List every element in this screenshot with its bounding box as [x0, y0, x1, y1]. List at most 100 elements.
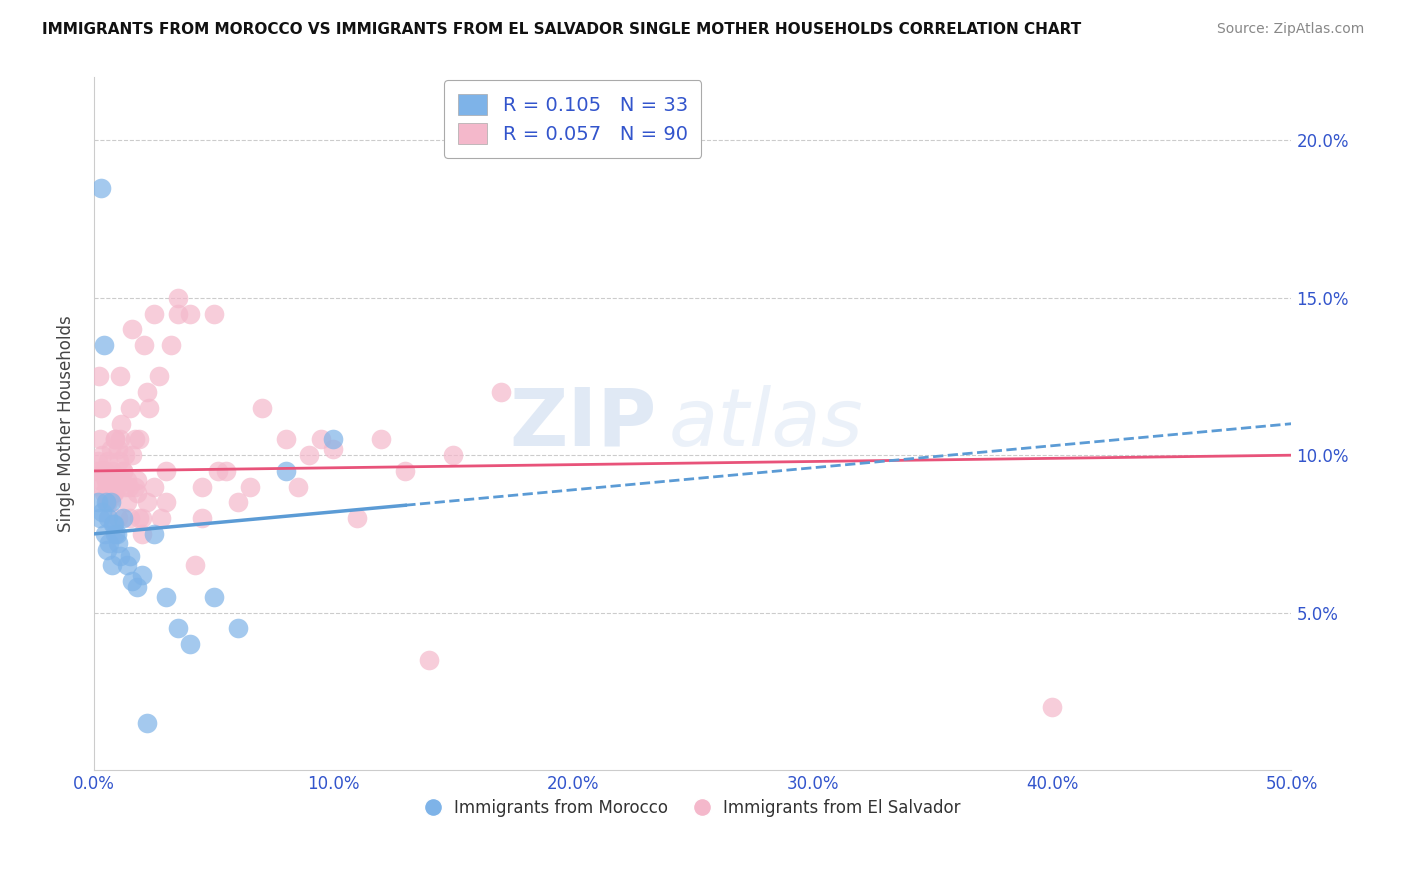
Point [135, 495, 157, 509]
Text: Source: ZipAtlas.com: Source: ZipAtlas.com [1216, 22, 1364, 37]
Point [322, 442, 344, 456]
Point [108, 454, 131, 468]
Point [103, 486, 125, 500]
Point [90, 480, 112, 494]
Point [111, 464, 134, 478]
Point [131, 511, 153, 525]
Point [110, 549, 132, 563]
Point [87, 369, 110, 384]
Point [94, 474, 117, 488]
Point [86, 464, 108, 478]
Point [110, 417, 132, 431]
Point [311, 433, 333, 447]
Point [118, 549, 141, 563]
Point [179, 307, 201, 321]
Point [134, 338, 156, 352]
Point [97, 495, 120, 509]
Point [97, 454, 120, 468]
Point [101, 486, 124, 500]
Point [89, 511, 111, 525]
Point [110, 433, 132, 447]
Point [394, 464, 416, 478]
Point [226, 495, 249, 509]
Point [489, 385, 512, 400]
Point [110, 474, 132, 488]
Point [124, 433, 146, 447]
Text: atlas: atlas [669, 384, 863, 463]
Point [105, 527, 128, 541]
Point [104, 433, 127, 447]
Point [100, 442, 122, 456]
Point [100, 480, 122, 494]
Point [94, 474, 117, 488]
Point [166, 291, 188, 305]
Point [125, 581, 148, 595]
Point [250, 401, 273, 415]
Point [87, 474, 110, 488]
Point [124, 480, 146, 494]
Point [239, 480, 262, 494]
Point [121, 322, 143, 336]
Point [166, 307, 188, 321]
Point [118, 511, 141, 525]
Point [101, 558, 124, 573]
Point [90, 180, 112, 194]
Point [202, 307, 225, 321]
Point [96, 542, 118, 557]
Point [105, 480, 128, 494]
Point [370, 433, 392, 447]
Point [104, 527, 127, 541]
Point [107, 536, 129, 550]
Point [121, 448, 143, 462]
Point [135, 385, 157, 400]
Point [86, 495, 108, 509]
Point [287, 480, 309, 494]
Point [97, 511, 120, 525]
Point [104, 433, 127, 447]
Point [274, 464, 297, 478]
Legend: Immigrants from Morocco, Immigrants from El Salvador: Immigrants from Morocco, Immigrants from… [418, 793, 967, 824]
Point [159, 338, 181, 352]
Point [142, 307, 165, 321]
Point [90, 401, 112, 415]
Point [183, 558, 205, 573]
Point [107, 511, 129, 525]
Point [111, 511, 134, 525]
Point [118, 480, 141, 494]
Point [93, 527, 115, 541]
Point [125, 474, 148, 488]
Point [89, 464, 111, 478]
Point [117, 495, 139, 509]
Point [93, 464, 115, 478]
Point [274, 433, 297, 447]
Point [125, 486, 148, 500]
Point [418, 653, 440, 667]
Point [131, 527, 153, 541]
Point [142, 527, 165, 541]
Point [150, 511, 173, 525]
Point [166, 621, 188, 635]
Text: IMMIGRANTS FROM MOROCCO VS IMMIGRANTS FROM EL SALVADOR SINGLE MOTHER HOUSEHOLDS : IMMIGRANTS FROM MOROCCO VS IMMIGRANTS FR… [42, 22, 1081, 37]
Point [114, 480, 136, 494]
Point [298, 448, 321, 462]
Point [322, 433, 344, 447]
Point [155, 495, 177, 509]
Point [226, 621, 249, 635]
Point [190, 511, 212, 525]
Text: ZIP: ZIP [509, 384, 657, 463]
Point [114, 448, 136, 462]
Point [110, 369, 132, 384]
Point [131, 567, 153, 582]
Point [118, 401, 141, 415]
Point [91, 448, 114, 462]
Point [101, 517, 124, 532]
Point [1040, 700, 1063, 714]
Point [86, 454, 108, 468]
Point [93, 486, 115, 500]
Point [148, 369, 170, 384]
Point [103, 474, 125, 488]
Point [98, 536, 121, 550]
Point [207, 464, 229, 478]
Point [346, 511, 368, 525]
Point [117, 558, 139, 573]
